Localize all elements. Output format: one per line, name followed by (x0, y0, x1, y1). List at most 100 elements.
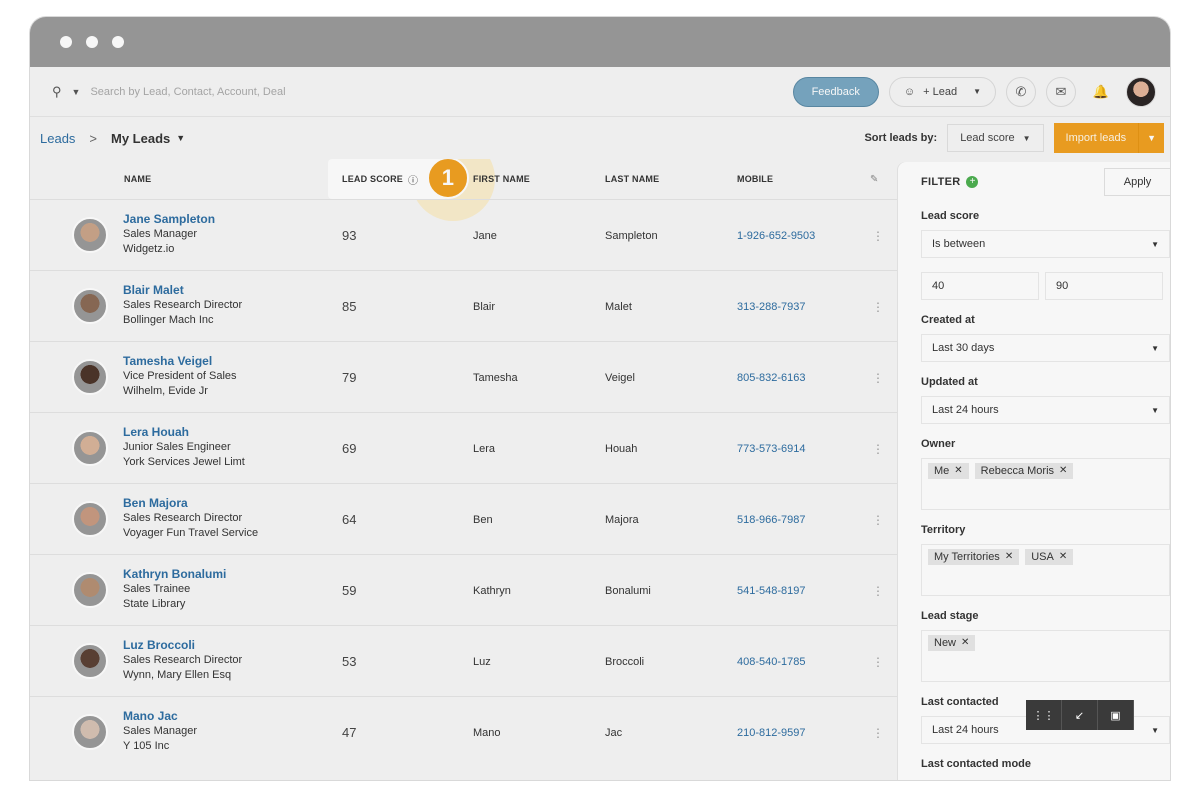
updated-at-label: Updated at (921, 376, 978, 388)
column-header-last-name[interactable]: LAST NAME (605, 174, 660, 184)
lead-name-link[interactable]: Luz Broccoli (123, 638, 196, 652)
last-name-cell: Majora (605, 513, 639, 526)
table-row[interactable]: Lera Houah Junior Sales Engineer York Se… (30, 412, 898, 483)
chevron-down-icon[interactable]: ▼ (973, 87, 981, 96)
kebab-icon[interactable]: ⋮ (872, 654, 884, 669)
view-caret-icon[interactable]: ▼ (176, 133, 186, 143)
window-dot-minimize[interactable] (86, 36, 98, 48)
updated-at-select[interactable]: Last 24 hours ▼ (921, 396, 1170, 424)
user-avatar[interactable] (1126, 76, 1156, 107)
territory-tag-input[interactable]: My Territories ✕ USA ✕ (921, 544, 1170, 596)
kebab-icon[interactable]: ⋮ (872, 441, 884, 456)
first-name-cell: Blair (473, 300, 496, 313)
lead-company: Voyager Fun Travel Service (123, 527, 259, 539)
lead-score-cell: 69 (342, 441, 357, 456)
lead-company: Y 105 Inc (123, 740, 170, 752)
search-scope-caret-icon[interactable]: ▼ (71, 86, 81, 97)
sort-select[interactable]: Lead score ▼ (947, 124, 1044, 152)
bell-icon[interactable]: 🔔 (1092, 83, 1110, 99)
lead-name-link[interactable]: Kathryn Bonalumi (123, 567, 227, 581)
lead-score-operator-select[interactable]: Is between ▼ (921, 230, 1170, 258)
lead-name-link[interactable]: Mano Jac (123, 709, 178, 723)
mobile-link[interactable]: 518-966-7987 (737, 513, 806, 526)
kebab-icon[interactable]: ⋮ (872, 299, 884, 314)
lead-name-link[interactable]: Jane Sampleton (123, 212, 216, 226)
table-body: Jane Sampleton Sales Manager Widgetz.io … (30, 199, 898, 767)
phone-icon[interactable]: ✆ (1006, 76, 1036, 107)
add-filter-plus-icon[interactable]: + (966, 176, 979, 188)
window-dot-maximize[interactable] (112, 36, 124, 48)
apply-filter-button[interactable]: Apply (1104, 168, 1170, 196)
search-input[interactable] (90, 85, 331, 98)
kebab-icon[interactable]: ⋮ (872, 725, 884, 740)
lead-score-cell: 53 (342, 654, 357, 669)
filter-panel: FILTER + Apply Lead score Is between ▼ C… (898, 162, 1170, 780)
lead-job-title: Sales Research Director (123, 299, 243, 311)
owner-tag-input[interactable]: Me ✕ Rebecca Moris ✕ (921, 458, 1170, 510)
last-name-cell: Jac (605, 726, 623, 739)
mobile-link[interactable]: 805-832-6163 (737, 371, 806, 384)
lead-job-title: Junior Sales Engineer (123, 441, 231, 453)
lead-name-block: Lera Houah Junior Sales Engineer York Se… (123, 424, 245, 470)
lead-name-link[interactable]: Lera Houah (123, 425, 190, 439)
keypad-icon[interactable]: ⋮⋮ (1026, 700, 1062, 730)
import-caret-icon[interactable]: ▼ (1138, 123, 1164, 153)
lead-avatar (72, 643, 108, 679)
mobile-link[interactable]: 210-812-9597 (737, 726, 806, 739)
kebab-icon[interactable]: ⋮ (872, 228, 884, 243)
window-dot-close[interactable] (60, 36, 72, 48)
owner-tag-label: Rebecca Moris (980, 465, 1055, 477)
lead-stage-tag-input[interactable]: New ✕ (921, 630, 1170, 682)
remove-tag-x-icon[interactable]: ✕ (961, 637, 970, 648)
mail-icon[interactable]: ✉ (1046, 76, 1076, 107)
lead-name-block: Blair Malet Sales Research Director Boll… (123, 282, 242, 328)
remove-tag-x-icon[interactable]: ✕ (1058, 551, 1068, 562)
shrink-icon[interactable]: ↙ (1062, 700, 1098, 730)
kebab-icon[interactable]: ⋮ (872, 583, 884, 598)
remove-tag-x-icon[interactable]: ✕ (1004, 551, 1014, 562)
table-row[interactable]: Luz Broccoli Sales Research Director Wyn… (30, 625, 898, 696)
lead-name-link[interactable]: Ben Majora (123, 496, 188, 510)
last-name-cell: Houah (605, 442, 638, 455)
screen-icon[interactable]: ▣ (1098, 700, 1134, 730)
mobile-link[interactable]: 408-540-1785 (737, 655, 806, 668)
created-at-select[interactable]: Last 30 days ▼ (921, 334, 1170, 362)
table-row[interactable]: Mano Jac Sales Manager Y 105 Inc 47 Mano… (30, 696, 898, 767)
mobile-link[interactable]: 541-548-8197 (737, 584, 806, 597)
mobile-link[interactable]: 313-288-7937 (737, 300, 806, 313)
title-bar (30, 17, 1170, 67)
global-search: ⚲ ▼ (52, 84, 382, 100)
kebab-icon[interactable]: ⋮ (872, 370, 884, 385)
feedback-button[interactable]: Feedback (792, 76, 879, 107)
column-header-name[interactable]: NAME (124, 174, 152, 184)
lead-score-operator-value: Is between (932, 238, 986, 250)
updated-at-value: Last 24 hours (932, 404, 999, 416)
filter-title: FILTER (921, 176, 961, 188)
lead-avatar (72, 359, 108, 395)
remove-tag-x-icon[interactable]: ✕ (954, 465, 963, 476)
table-row[interactable]: Blair Malet Sales Research Director Boll… (30, 270, 898, 341)
column-header-mobile[interactable]: MOBILE (737, 174, 774, 184)
column-header-first-name[interactable]: FIRST NAME (473, 174, 530, 184)
pencil-icon[interactable]: ✎ (870, 173, 879, 185)
info-icon[interactable]: ⓘ (408, 175, 419, 187)
lead-name-link[interactable]: Tamesha Veigel (123, 354, 213, 368)
kebab-icon[interactable]: ⋮ (872, 512, 884, 527)
mobile-link[interactable]: 1-926-652-9503 (737, 229, 816, 242)
add-lead-button[interactable]: ☺ + Lead ▼ (888, 76, 996, 107)
table-row[interactable]: Jane Sampleton Sales Manager Widgetz.io … (30, 199, 898, 270)
breadcrumb-leads-link[interactable]: Leads (40, 130, 76, 146)
lead-name-link[interactable]: Blair Malet (123, 283, 184, 297)
search-icon[interactable]: ⚲ (52, 83, 62, 99)
mobile-link[interactable]: 773-573-6914 (737, 442, 806, 455)
import-leads-button[interactable]: Import leads (1053, 123, 1139, 153)
table-row[interactable]: Tamesha Veigel Vice President of Sales W… (30, 341, 898, 412)
remove-tag-x-icon[interactable]: ✕ (1059, 465, 1068, 476)
lead-job-title: Sales Trainee (123, 583, 191, 595)
lead-score-min-input[interactable] (921, 272, 1039, 300)
table-row[interactable]: Ben Majora Sales Research Director Voyag… (30, 483, 898, 554)
view-selector[interactable]: My Leads (111, 130, 171, 146)
table-row[interactable]: Kathryn Bonalumi Sales Trainee State Lib… (30, 554, 898, 625)
first-name-cell: Luz (473, 655, 491, 668)
lead-score-max-input[interactable] (1045, 272, 1163, 300)
